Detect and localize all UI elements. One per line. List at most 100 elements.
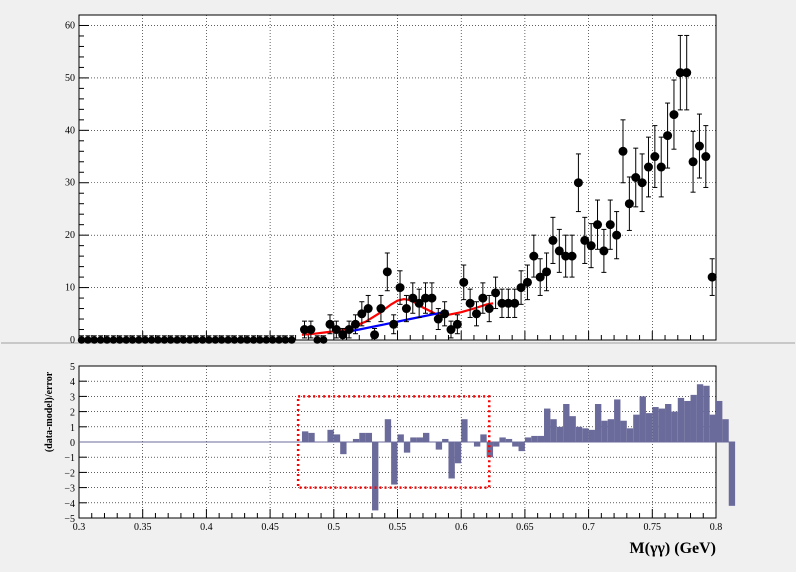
data-point bbox=[612, 230, 622, 240]
data-point bbox=[90, 336, 99, 344]
bottom-y-tick-label: 2 bbox=[70, 408, 75, 419]
residual-bar bbox=[391, 442, 398, 485]
residual-bar bbox=[671, 411, 678, 442]
data-point bbox=[542, 267, 552, 277]
residual-bar bbox=[626, 428, 634, 442]
data-point bbox=[243, 336, 251, 344]
top-y-tick-label: 50 bbox=[65, 73, 75, 84]
data-point bbox=[224, 336, 232, 344]
residual-bar bbox=[690, 394, 697, 442]
residual-bar bbox=[582, 428, 589, 442]
residual-bar bbox=[601, 420, 608, 442]
data-point bbox=[192, 336, 201, 344]
residual-bar bbox=[442, 438, 449, 442]
bottom-y-tick-label: 1 bbox=[70, 423, 75, 434]
data-point bbox=[236, 336, 245, 344]
x-tick-label: 0.35 bbox=[134, 522, 152, 533]
data-point bbox=[669, 110, 679, 120]
bottom-y-tick-label: −3 bbox=[64, 484, 75, 495]
residual-bar bbox=[473, 442, 481, 447]
data-point bbox=[561, 251, 571, 261]
data-point bbox=[675, 68, 685, 78]
data-point bbox=[173, 336, 181, 344]
data-point bbox=[631, 173, 641, 182]
residual-bars bbox=[301, 384, 736, 511]
data-point bbox=[350, 319, 360, 329]
data-point bbox=[503, 298, 513, 308]
residual-bar bbox=[505, 438, 513, 442]
residual-bar bbox=[696, 384, 704, 442]
data-point bbox=[268, 336, 277, 344]
residual-bar bbox=[486, 442, 494, 458]
residual-bar bbox=[410, 437, 417, 442]
data-point bbox=[128, 336, 137, 344]
data-point bbox=[287, 336, 296, 344]
data-point bbox=[586, 241, 596, 251]
data-point bbox=[516, 283, 526, 293]
residual-bar bbox=[301, 431, 309, 442]
x-tick-label: 0.65 bbox=[516, 522, 534, 533]
residual-bar bbox=[352, 438, 360, 442]
data-point bbox=[275, 336, 283, 344]
residual-bar bbox=[531, 435, 538, 442]
x-tick-label: 0.7 bbox=[582, 522, 595, 533]
data-point bbox=[370, 330, 380, 340]
data-point bbox=[637, 178, 647, 188]
data-point bbox=[580, 235, 590, 245]
residual-bar bbox=[620, 420, 627, 442]
residual-bar bbox=[461, 419, 468, 442]
data-point bbox=[522, 277, 532, 287]
data-point bbox=[491, 288, 501, 298]
residual-bar bbox=[575, 426, 583, 442]
bottom-y-tick-label: 5 bbox=[70, 362, 75, 373]
residual-bar bbox=[607, 419, 615, 442]
residual-bar bbox=[588, 429, 595, 442]
data-point bbox=[299, 325, 309, 335]
residual-bar bbox=[435, 442, 443, 450]
data-point bbox=[535, 272, 545, 282]
data-point bbox=[96, 336, 105, 344]
bottom-y-tick-label: −4 bbox=[64, 499, 75, 510]
data-point bbox=[306, 325, 316, 335]
residual-bar bbox=[645, 413, 653, 442]
bottom-y-tick-label: 3 bbox=[70, 392, 75, 403]
residual-bar bbox=[384, 419, 392, 442]
data-point bbox=[313, 336, 322, 344]
data-point bbox=[465, 298, 475, 308]
data-point bbox=[141, 336, 150, 344]
data-point bbox=[663, 131, 673, 141]
top-y-tick-label: 10 bbox=[65, 283, 75, 294]
data-point bbox=[103, 336, 111, 344]
residual-bar bbox=[422, 432, 430, 442]
residual-bar bbox=[658, 408, 666, 442]
residual-bar bbox=[512, 442, 519, 447]
x-tick-label: 0.75 bbox=[644, 522, 662, 533]
residual-bar bbox=[633, 414, 640, 442]
data-point bbox=[471, 309, 481, 319]
residual-bar bbox=[614, 399, 621, 442]
residual-bar bbox=[652, 407, 659, 442]
residual-bar bbox=[480, 434, 487, 442]
residual-bar bbox=[454, 442, 462, 464]
x-tick-label: 0.6 bbox=[455, 522, 468, 533]
residual-bar bbox=[397, 434, 404, 442]
data-point bbox=[325, 319, 335, 329]
data-point bbox=[357, 309, 367, 319]
data-point bbox=[211, 336, 220, 344]
data-point bbox=[205, 336, 213, 344]
residual-bar bbox=[594, 404, 602, 442]
data-point bbox=[249, 336, 258, 344]
data-point bbox=[440, 309, 450, 319]
residual-bar bbox=[327, 429, 334, 442]
data-point bbox=[421, 293, 431, 303]
top-y-tick-label: 0 bbox=[70, 335, 75, 346]
data-point bbox=[554, 246, 564, 256]
residual-bar bbox=[677, 397, 685, 442]
bottom-y-tick-label: 0 bbox=[70, 438, 75, 449]
residual-bar bbox=[716, 400, 723, 442]
top-y-tick-label: 20 bbox=[65, 230, 75, 241]
data-point bbox=[198, 336, 207, 344]
residual-bar bbox=[499, 437, 506, 442]
residual-bar bbox=[569, 416, 576, 442]
